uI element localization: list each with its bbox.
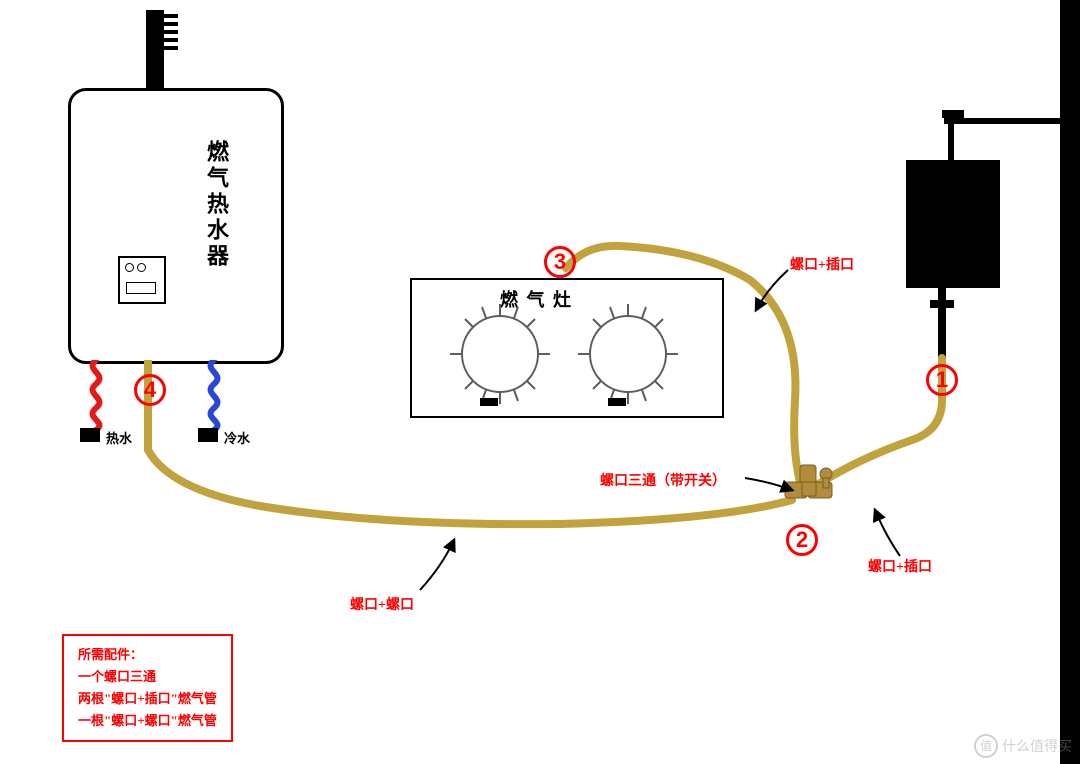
legend-line3: 一根"螺口+螺口"燃气管 (78, 710, 217, 732)
anno-tee: 螺口三通（带开关） (600, 470, 726, 490)
legend-box: 所需配件： 一个螺口三通 两根"螺口+插口"燃气管 一根"螺口+螺口"燃气管 (62, 634, 233, 742)
anno-botright: 螺口+插口 (868, 556, 932, 576)
anno-botleft: 螺口+螺口 (350, 594, 414, 614)
anno-topright: 螺口+插口 (790, 254, 854, 274)
watermark-text: 什么值得买 (1002, 736, 1072, 756)
watermark: 值 什么值得买 (974, 734, 1072, 758)
legend-title: 所需配件： (78, 644, 217, 666)
watermark-badge: 值 (974, 734, 998, 758)
legend-line1: 一个螺口三通 (78, 666, 217, 688)
legend-line2: 两根"螺口+插口"燃气管 (78, 688, 217, 710)
